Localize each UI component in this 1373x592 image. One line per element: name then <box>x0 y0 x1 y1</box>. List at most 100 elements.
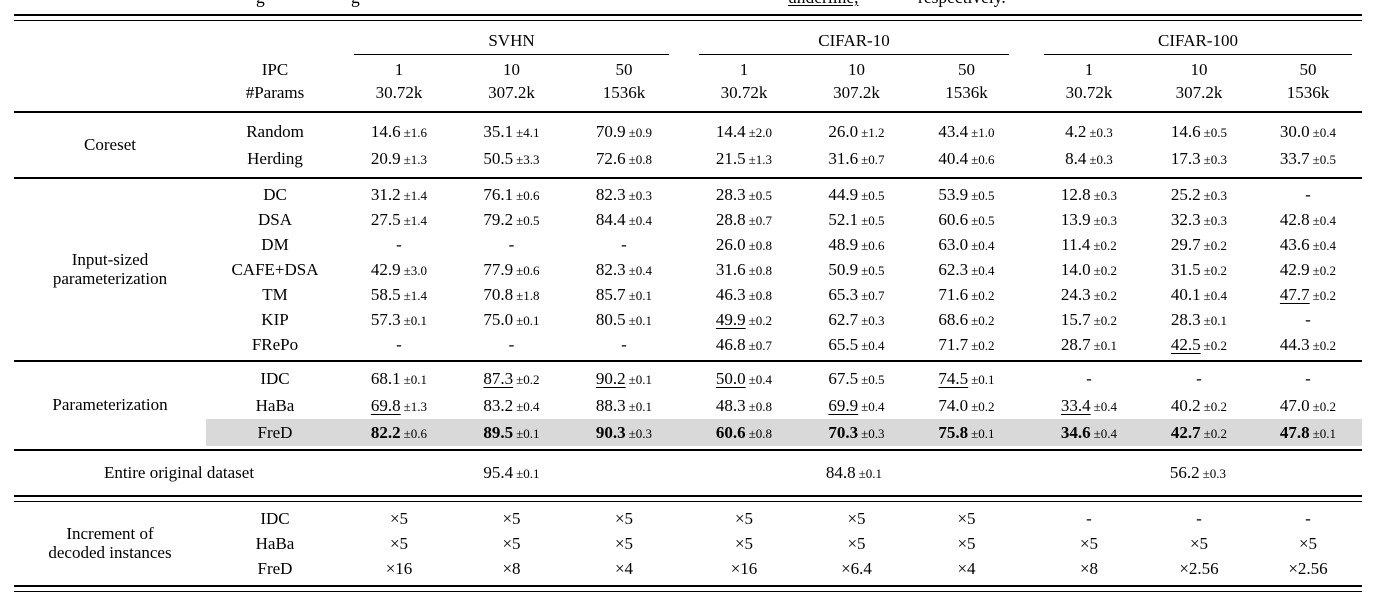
stddev: ±0.3 <box>861 425 885 441</box>
value-cell: ×2.56 <box>1254 559 1362 579</box>
value: 8.4 <box>1065 148 1087 168</box>
value-cell: ×5 <box>344 509 454 529</box>
value: 74.0 <box>938 395 969 415</box>
value-cell: ×5 <box>454 534 569 554</box>
value: 28.7 <box>1060 334 1091 354</box>
section-input-sized-parameterization: Input-sized parameterization DC 31.2 ±1.4 76.… <box>14 179 1362 360</box>
value: 65.5 <box>828 334 859 354</box>
stddev: ±0.2 <box>1093 312 1118 328</box>
value-cell: 42.9 ±0.2 <box>1254 260 1362 280</box>
value: 47.8 <box>1279 422 1310 442</box>
section-coreset: Coreset Random 14.6 ±1.6 35.1 ±4.1 70.9 ±0.9 14.… <box>14 113 1362 177</box>
value-cell: 49.9 ±0.2 <box>689 310 799 330</box>
stddev: ±0.2 <box>1093 287 1118 303</box>
value: 77.9 <box>483 259 514 279</box>
method-label: DC <box>263 184 287 204</box>
value: ×6.4 <box>841 558 872 578</box>
value-cell: 90.2 ±0.1 <box>569 369 679 389</box>
method-label: HaBa <box>255 395 295 415</box>
value-cell: 68.1 ±0.1 <box>344 369 454 389</box>
value: ×5 <box>502 508 521 528</box>
value-cell: 40.1 ±0.4 <box>1144 285 1254 305</box>
value: 30.0 <box>1279 121 1310 141</box>
value-cell: 72.6 ±0.8 <box>569 149 679 169</box>
value-cell: 29.7 ±0.2 <box>1144 235 1254 255</box>
value: 60.6 <box>715 422 746 442</box>
stddev: ±0.6 <box>403 425 428 441</box>
value-cell: - <box>569 335 679 355</box>
value: 42.8 <box>1279 209 1310 229</box>
stddev: ±0.8 <box>748 398 773 414</box>
value: 44.9 <box>828 184 859 204</box>
value: ×8 <box>1079 558 1099 578</box>
stddev: ±0.3 <box>1089 124 1113 140</box>
stddev: ±0.1 <box>1093 337 1118 353</box>
stddev: ±0.5 <box>861 262 885 278</box>
value-cell: 33.7 ±0.5 <box>1254 149 1362 169</box>
value: ×2.56 <box>1179 558 1219 578</box>
value-cell: 28.3 ±0.5 <box>689 185 799 205</box>
value: 14.6 <box>1170 121 1201 141</box>
value-cell: ×5 <box>689 534 799 554</box>
value-cell: ×16 <box>689 559 799 579</box>
value: - <box>1196 368 1202 388</box>
group-header-svhn: SVHN <box>354 31 669 55</box>
value-cell: - <box>569 235 679 255</box>
stddev: ±0.2 <box>748 312 773 328</box>
stddev: ±0.2 <box>1093 262 1118 278</box>
stddev: ±1.6 <box>403 124 428 140</box>
separator-rule <box>14 449 1362 451</box>
ipc-label: IPC <box>261 60 289 79</box>
value-cell: 57.3 ±0.1 <box>344 310 454 330</box>
params-value: 307.2k <box>488 83 535 102</box>
value: ×5 <box>389 533 409 553</box>
method-label: IDC <box>260 508 290 528</box>
value: 31.6 <box>828 148 859 168</box>
stddev: ±3.0 <box>403 262 428 278</box>
value-cell: 60.6 ±0.5 <box>914 210 1019 230</box>
value-cell: ×5 <box>1144 534 1254 554</box>
params-value: 30.72k <box>1065 83 1113 102</box>
stddev: ±0.1 <box>516 466 540 481</box>
value: 4.2 <box>1065 121 1087 141</box>
table-header-params-row: #Params 30.72k 307.2k 1536k 30.72k 307.2… <box>14 83 1362 111</box>
method-label: DM <box>261 234 289 254</box>
method-label: Herding <box>247 148 303 168</box>
stddev: ±1.4 <box>403 187 428 203</box>
ipc-value: 50 <box>1299 60 1317 79</box>
value: 28.3 <box>1170 309 1201 329</box>
caption-fragment-strip: g g underline, respectively. <box>0 0 1373 10</box>
table-bottom-rule <box>14 585 1362 592</box>
category-line: Parameterization <box>52 395 168 415</box>
stddev: ±0.4 <box>1093 398 1118 414</box>
value-cell: ×8 <box>454 559 569 579</box>
value: - <box>1305 184 1311 204</box>
stddev: ±0.1 <box>403 371 428 387</box>
caption-fragment: underline, <box>788 0 858 8</box>
separator-rule <box>14 111 1362 113</box>
stddev: ±0.4 <box>628 212 653 228</box>
stddev: ±0.3 <box>1093 212 1118 228</box>
stddev: ±0.2 <box>971 287 995 303</box>
value: 67.5 <box>828 368 859 388</box>
stddev: ±0.4 <box>1093 425 1118 441</box>
section-category-label: Parameterization <box>14 395 206 415</box>
value: 42.7 <box>1170 422 1201 442</box>
method-label: DSA <box>257 209 292 229</box>
stddev: ±1.3 <box>403 151 428 167</box>
value: 62.3 <box>938 259 969 279</box>
value: 50.9 <box>828 259 859 279</box>
value: 83.2 <box>483 395 514 415</box>
params-value: 1536k <box>602 83 646 102</box>
value: 17.3 <box>1170 148 1201 168</box>
value-cell: ×5 <box>799 509 914 529</box>
value: 40.2 <box>1170 395 1201 415</box>
value: 69.8 <box>370 395 401 415</box>
value: 31.6 <box>715 259 746 279</box>
value: 80.5 <box>595 309 626 329</box>
stddev: ±0.4 <box>971 237 995 253</box>
value-cell: 50.9 ±0.5 <box>799 260 914 280</box>
stddev: ±0.5 <box>861 371 885 387</box>
highlight-row-background <box>206 419 1362 446</box>
value: 25.2 <box>1170 184 1201 204</box>
